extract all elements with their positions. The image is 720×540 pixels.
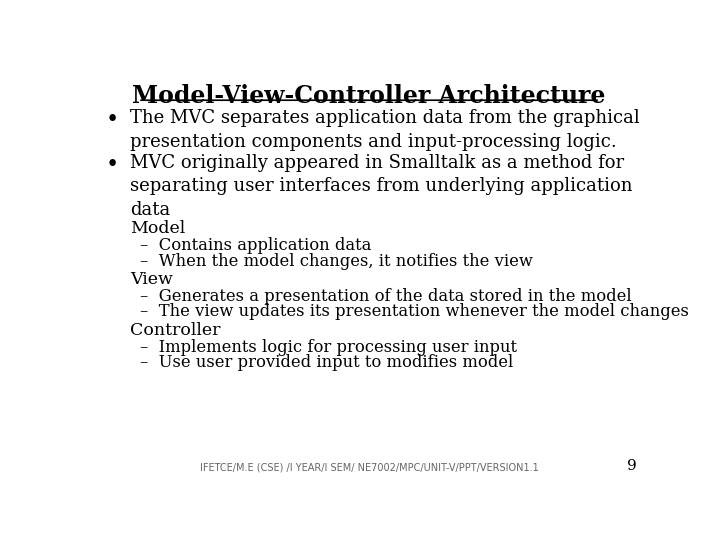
Text: MVC originally appeared in Smalltalk as a method for
separating user interfaces : MVC originally appeared in Smalltalk as … bbox=[130, 154, 633, 219]
Text: View: View bbox=[130, 271, 174, 288]
Text: –  When the model changes, it notifies the view: – When the model changes, it notifies th… bbox=[140, 253, 534, 269]
Text: The MVC separates application data from the graphical
presentation components an: The MVC separates application data from … bbox=[130, 110, 640, 151]
Text: •: • bbox=[106, 154, 119, 176]
Text: Model: Model bbox=[130, 220, 186, 238]
Text: –  Use user provided input to modifies model: – Use user provided input to modifies mo… bbox=[140, 354, 513, 372]
Text: Model-View-Controller Architecture: Model-View-Controller Architecture bbox=[132, 84, 606, 108]
Text: 9: 9 bbox=[627, 459, 637, 473]
Text: –  The view updates its presentation whenever the model changes: – The view updates its presentation when… bbox=[140, 303, 689, 321]
Text: –  Generates a presentation of the data stored in the model: – Generates a presentation of the data s… bbox=[140, 288, 632, 305]
Text: –  Contains application data: – Contains application data bbox=[140, 237, 372, 254]
Text: IFETCE/M.E (CSE) /I YEAR/I SEM/ NE7002/MPC/UNIT-V/PPT/VERSION1.1: IFETCE/M.E (CSE) /I YEAR/I SEM/ NE7002/M… bbox=[199, 463, 539, 473]
Text: •: • bbox=[106, 110, 119, 131]
Text: Controller: Controller bbox=[130, 322, 221, 339]
Text: –  Implements logic for processing user input: – Implements logic for processing user i… bbox=[140, 339, 518, 356]
